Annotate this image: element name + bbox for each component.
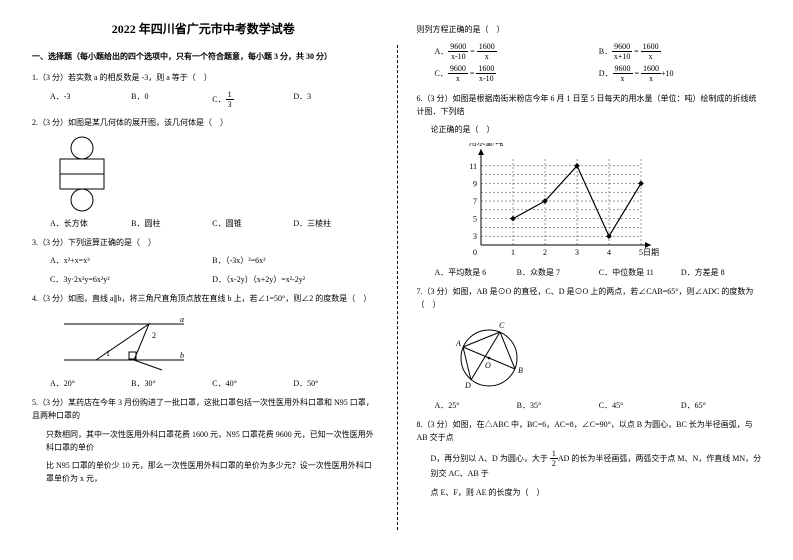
q8-l2: D，再分别以 A、D 为圆心，大于 12AD 的长为半径画弧，两弧交于点 M、N… <box>431 450 764 481</box>
q5-l3: 比 N95 口罩的单价少 10 元，那么一次性医用外科口罩的单价为多少元？设一次… <box>46 460 375 486</box>
q5r-row1: A．9600x-10 = 1600x B．9600x+10 = 1600x <box>435 43 764 61</box>
q7-options: A．25° B．35° C．45° D．65° <box>435 400 764 411</box>
svg-text:2: 2 <box>543 248 547 257</box>
q3-C: C．3y·2x²y=6x²y² <box>50 274 212 285</box>
q4-figure: 1 2 a b <box>54 312 375 374</box>
svg-text:b: b <box>180 351 184 360</box>
q1-stem: 1.（3 分）若实数 a 的相反数是 -3，则 a 等于（ ） <box>32 72 375 85</box>
q5r-row2: C．9600x = 1600x-10 D．9600x = 1600x+10 <box>435 65 764 83</box>
q6-C: C．中位数是 11 <box>599 267 681 278</box>
svg-text:A: A <box>455 339 461 348</box>
q3-A: A．x²+x=x³ <box>50 255 212 266</box>
q6-D: D．方差是 8 <box>681 267 763 278</box>
svg-text:1: 1 <box>106 349 110 358</box>
svg-text:日期: 日期 <box>643 248 659 257</box>
q1-C-frac: 13 <box>226 91 234 109</box>
q7-B: B．35° <box>517 400 599 411</box>
q1-B: B．0 <box>131 91 212 109</box>
q8-frac: 12 <box>550 450 558 468</box>
q7-A: A．25° <box>435 400 517 411</box>
q2-C: C．圆锥 <box>212 218 293 229</box>
q4-A: A．20° <box>50 378 131 389</box>
q5r-head: 则列方程正确的是（ ） <box>417 24 764 37</box>
svg-text:11: 11 <box>469 162 477 171</box>
q5-l2: 只数相同，其中一次性医用外科口罩花费 1600 元，N95 口罩花费 9600 … <box>46 429 375 455</box>
q4-D: D．50° <box>293 378 374 389</box>
svg-text:1: 1 <box>511 248 515 257</box>
q3-row2: C．3y·2x²y=6x²y² D．（x-2y）（x+2y）=x²-2y² <box>50 274 375 285</box>
right-column: 则列方程正确的是（ ） A．9600x-10 = 1600x B．9600x+1… <box>397 0 793 560</box>
q5r-C: C．9600x = 1600x-10 <box>435 65 599 83</box>
q1-options: A．-3 B．0 C．13 D．3 <box>50 91 375 109</box>
q5r-B: B．9600x+10 = 1600x <box>599 43 763 61</box>
q7-D: D．65° <box>681 400 763 411</box>
svg-text:2: 2 <box>152 331 156 340</box>
q8-l1: 8.（3 分）如图，在△ABC 中，BC=6，AC=8，∠C=90°，以点 B … <box>417 419 764 445</box>
q6-l2: 论正确的是（ ） <box>431 124 764 137</box>
svg-text:用水量/吨: 用水量/吨 <box>469 143 503 147</box>
q1-C-pre: C． <box>212 95 225 104</box>
q7-figure: O A B C D <box>447 318 764 396</box>
q4-options: A．20° B．30° C．40° D．50° <box>50 378 375 389</box>
q6-chart: 357911123450用水量/吨日期 <box>447 143 764 263</box>
q2-B: B．圆柱 <box>131 218 212 229</box>
q3-D: D．（x-2y）（x+2y）=x²-2y² <box>212 274 374 285</box>
q4-B: B．30° <box>131 378 212 389</box>
q7-C: C．45° <box>599 400 681 411</box>
svg-text:7: 7 <box>473 197 477 206</box>
q6-options: A．平均数是 6 B．众数是 7 C．中位数是 11 D．方差是 8 <box>435 267 764 278</box>
q8-l3: 点 E、F，则 AE 的长度为（ ） <box>431 487 764 500</box>
q2-stem: 2.（3 分）如图是某几何体的展开图，该几何体是（ ） <box>32 117 375 130</box>
q6-l1: 6.（3 分）如图是根据南街米粉店今年 6 月 1 日至 5 日每天的用水量（单… <box>417 93 764 119</box>
svg-text:C: C <box>499 321 505 330</box>
q1-D: D．3 <box>293 91 374 109</box>
q6-B: B．众数是 7 <box>517 267 599 278</box>
left-column: 2022 年四川省广元市中考数学试卷 一、选择题（每小题给出的四个选项中，只有一… <box>0 0 397 560</box>
svg-text:5: 5 <box>473 215 477 224</box>
q4-C: C．40° <box>212 378 293 389</box>
q2-figure <box>54 136 375 214</box>
q1-C: C．13 <box>212 91 293 109</box>
svg-text:3: 3 <box>473 232 477 241</box>
q1-A: A．-3 <box>50 91 131 109</box>
svg-text:4: 4 <box>607 248 611 257</box>
svg-text:0: 0 <box>473 248 477 257</box>
svg-text:9: 9 <box>473 180 477 189</box>
exam-title: 2022 年四川省广元市中考数学试卷 <box>32 20 375 37</box>
svg-text:D: D <box>464 381 471 390</box>
q3-B: B．（-3x）²=6x² <box>212 255 374 266</box>
section-1-head: 一、选择题（每小题给出的四个选项中，只有一个符合题意，每小题 3 分，共 30 … <box>32 51 375 62</box>
q5r-D: D．9600x = 1600x+10 <box>599 65 763 83</box>
q5-l1: 5.（3 分）某药店在今年 3 月份购进了一批口罩，这批口罩包括一次性医用外科口… <box>32 397 375 423</box>
q3-stem: 3.（3 分）下列运算正确的是（ ） <box>32 237 375 250</box>
q6-A: A．平均数是 6 <box>435 267 517 278</box>
q5r-A: A．9600x-10 = 1600x <box>435 43 599 61</box>
svg-text:a: a <box>180 315 184 324</box>
q2-D: D．三棱柱 <box>293 218 374 229</box>
q4-stem: 4.（3 分）如图，直线 a∥b，将三角尺直角顶点放在直线 b 上，若∠1=50… <box>32 293 375 306</box>
q3-row1: A．x²+x=x³ B．（-3x）²=6x² <box>50 255 375 266</box>
svg-text:O: O <box>485 361 491 370</box>
svg-text:3: 3 <box>575 248 579 257</box>
q2-A: A．长方体 <box>50 218 131 229</box>
svg-text:B: B <box>518 366 523 375</box>
q2-options: A．长方体 B．圆柱 C．圆锥 D．三棱柱 <box>50 218 375 229</box>
q7-stem: 7.（3 分）如图，AB 是⊙O 的直径，C、D 是⊙O 上的两点，若∠CAB=… <box>417 286 764 312</box>
